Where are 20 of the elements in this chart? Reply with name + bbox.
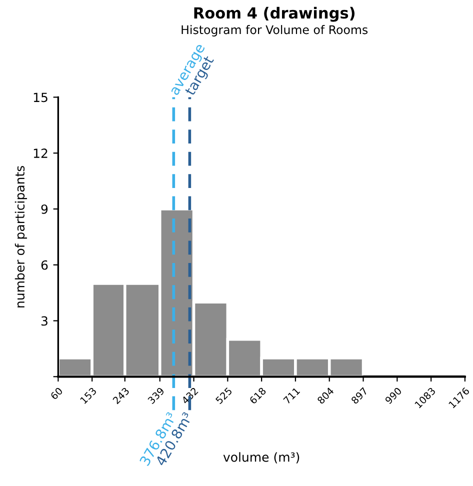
chart-subtitle: Histogram for Volume of Rooms [182, 25, 368, 36]
x-axis-title: volume (m³) [223, 452, 300, 464]
x-tick-label: 897 [350, 387, 368, 404]
chart-title: Room 4 (drawings) [194, 6, 354, 22]
x-tick-label: 339 [147, 386, 165, 404]
x-tick-label: 618 [249, 386, 266, 404]
y-tick-label: 6 [41, 260, 48, 270]
y-tick-label: 12 [34, 148, 48, 158]
x-tick-label: 804 [316, 386, 334, 404]
x-tick-label: 432 [181, 387, 198, 404]
y-tick-label: 3 [41, 316, 48, 326]
x-tick-label: 243 [112, 387, 130, 404]
x-tick-label: 60 [50, 386, 64, 400]
x-tick-label: 711 [283, 387, 300, 404]
y-tick-label: 15 [34, 92, 48, 102]
y-axis-title: number of participants [14, 166, 27, 308]
x-tick-label: 153 [80, 387, 97, 404]
x-tick-label: 525 [215, 387, 232, 404]
y-tick-label: 9 [41, 204, 48, 214]
x-tick-label: 990 [384, 386, 402, 404]
